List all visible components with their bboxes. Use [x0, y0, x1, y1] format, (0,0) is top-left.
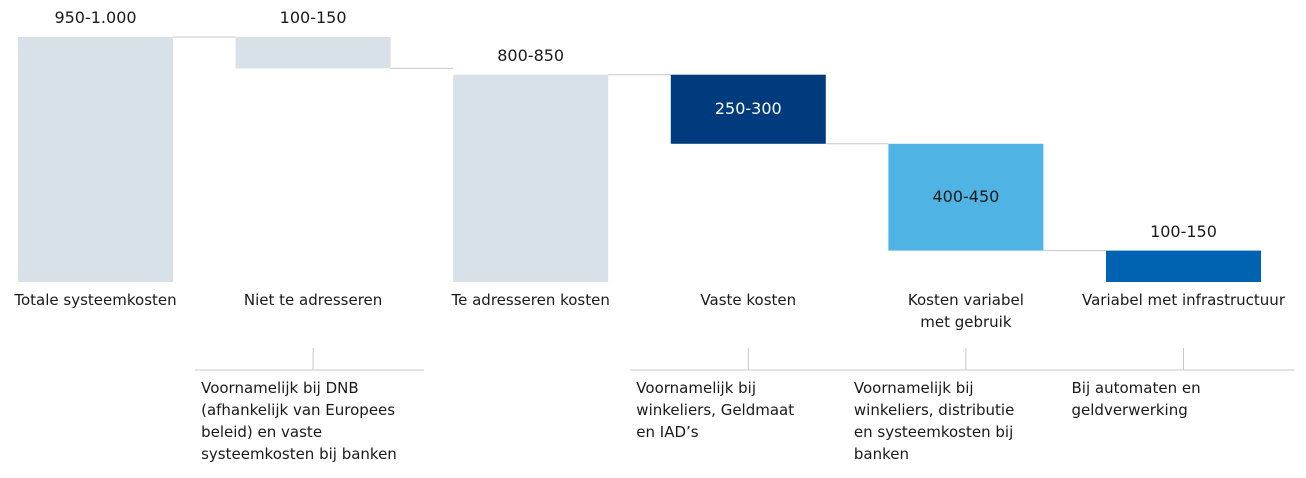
- value-label: 100-150: [279, 8, 347, 27]
- value-label: 950-1.000: [54, 8, 137, 27]
- bar: [670, 74, 826, 144]
- x-tick-label: Niet te adresseren: [243, 291, 383, 309]
- x-tick-label: Vaste kosten: [700, 291, 797, 309]
- annotation: Voornamelijk bij DNB (afhankelijk van Eu…: [201, 379, 397, 463]
- x-tick-label: Variabel met infrastructuur: [1082, 291, 1285, 309]
- value-label: 100-150: [1150, 221, 1217, 241]
- x-tick-label: Kosten variabel met gebruik: [907, 291, 1024, 331]
- value-label: 400-450: [932, 187, 1000, 207]
- value-label: 800-850: [497, 45, 565, 65]
- bar: [888, 143, 1044, 251]
- bar: [1106, 250, 1261, 282]
- bar: [18, 37, 173, 282]
- x-tick-label: Te adresseren kosten: [451, 291, 610, 309]
- bar: [235, 37, 391, 69]
- bar: [453, 74, 609, 282]
- annotation: Bij automaten en geldverwerking: [1071, 379, 1201, 419]
- annotation: Voornamelijk bij winkeliers, Geldmaat en…: [636, 379, 795, 441]
- value-label: 250-300: [714, 99, 782, 119]
- x-tick-label: Totale systeemkosten: [14, 291, 177, 309]
- annotation: Voornamelijk bij winkeliers, distributie…: [853, 379, 1015, 463]
